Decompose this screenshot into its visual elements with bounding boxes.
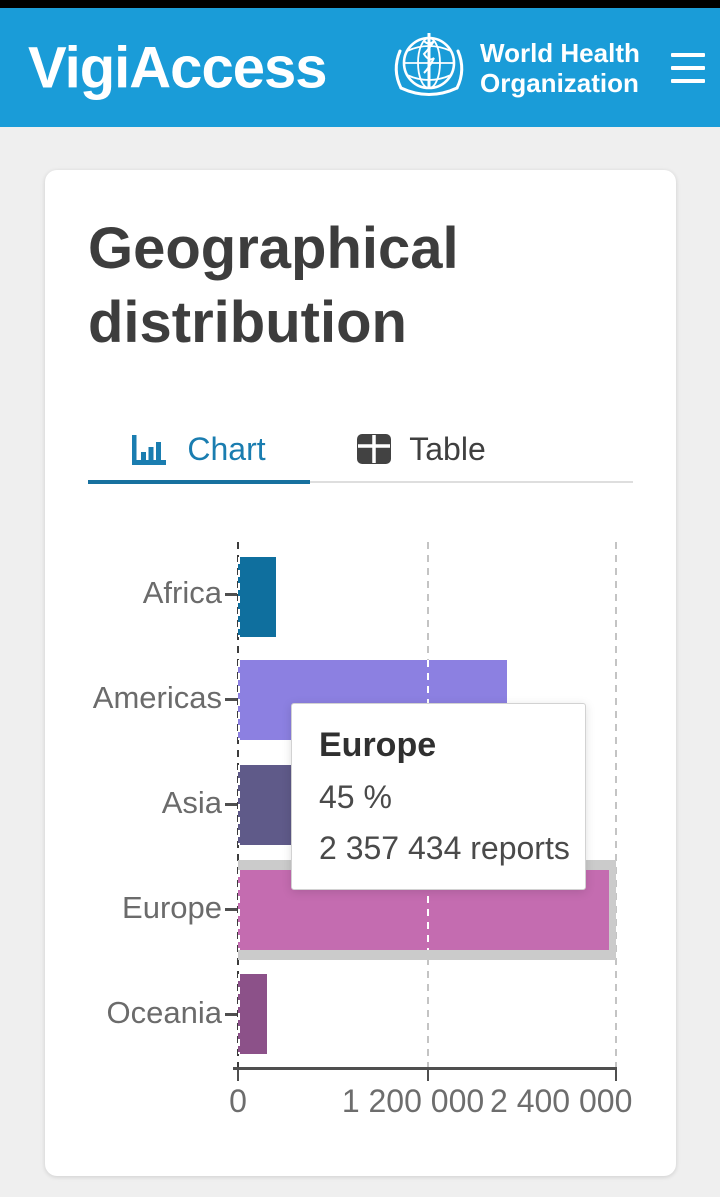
tooltip-title: Europe — [319, 726, 437, 764]
x-tick-label-0: 0 — [229, 1083, 247, 1119]
app-header: VigiAccess World Health Organization — [0, 8, 720, 127]
x-tick — [615, 1070, 617, 1081]
menu-bar — [671, 78, 705, 83]
bar-oceania[interactable] — [238, 974, 268, 1054]
bar-africa[interactable] — [238, 557, 276, 637]
geo-distribution-card: Geographical distribution Chart T — [45, 170, 676, 1176]
tab-chart-label: Chart — [187, 430, 266, 467]
menu-bar — [671, 65, 705, 70]
y-tick — [225, 593, 237, 596]
app-title[interactable]: VigiAccess — [28, 35, 327, 100]
org-name-line2: Organization — [480, 67, 639, 98]
gridline-over-bar — [427, 660, 429, 740]
org-name-line1: World Health — [480, 37, 640, 68]
category-label-americas: Americas — [92, 680, 222, 715]
tab-table-label: Table — [409, 430, 486, 467]
gridline-2400000 — [615, 542, 617, 1067]
y-tick — [225, 908, 237, 911]
category-label-africa: Africa — [142, 575, 222, 610]
y-tick — [225, 698, 237, 701]
bar-chart: Africa Americas Asia Europe Oceania — [88, 542, 632, 1122]
gridline-over-bar — [238, 557, 240, 637]
category-label-oceania: Oceania — [106, 995, 222, 1030]
category-label-asia: Asia — [161, 785, 222, 820]
tab-underline-inactive — [88, 481, 633, 483]
who-logo-icon — [394, 33, 464, 96]
bar-chart-icon — [132, 435, 167, 465]
x-tick — [237, 1070, 239, 1081]
x-tick — [427, 1070, 429, 1081]
menu-bar — [671, 52, 705, 57]
org-name: World Health Organization — [480, 38, 640, 98]
category-label-europe: Europe — [122, 890, 222, 925]
y-tick — [225, 1013, 237, 1016]
gridline-over-bar — [238, 660, 240, 740]
tooltip-reports: 2 357 434 reports — [319, 830, 570, 866]
table-icon — [357, 434, 392, 464]
tooltip-percent: 45 % — [319, 779, 392, 815]
x-tick-label-1200000: 1 200 000 — [341, 1083, 485, 1119]
y-tick — [225, 803, 237, 806]
tab-bar: Chart Table — [88, 426, 633, 472]
gridline-over-bar — [427, 870, 429, 950]
gridline-over-bar — [238, 870, 240, 950]
tab-chart[interactable]: Chart — [88, 426, 310, 472]
chart-tooltip: Europe 45 % 2 357 434 reports — [291, 703, 586, 890]
tab-underline-track — [88, 480, 633, 484]
active-tab-indicator — [88, 480, 310, 484]
tab-table[interactable]: Table — [310, 426, 532, 472]
gridline-over-bar — [238, 765, 240, 845]
gridline-over-bar — [238, 974, 240, 1054]
page-title: Geographical distribution — [88, 216, 459, 355]
menu-icon[interactable] — [671, 51, 707, 85]
x-axis-line — [233, 1067, 617, 1070]
status-strip — [0, 0, 720, 8]
x-tick-label-2400000: 2 400 000 — [490, 1083, 632, 1119]
